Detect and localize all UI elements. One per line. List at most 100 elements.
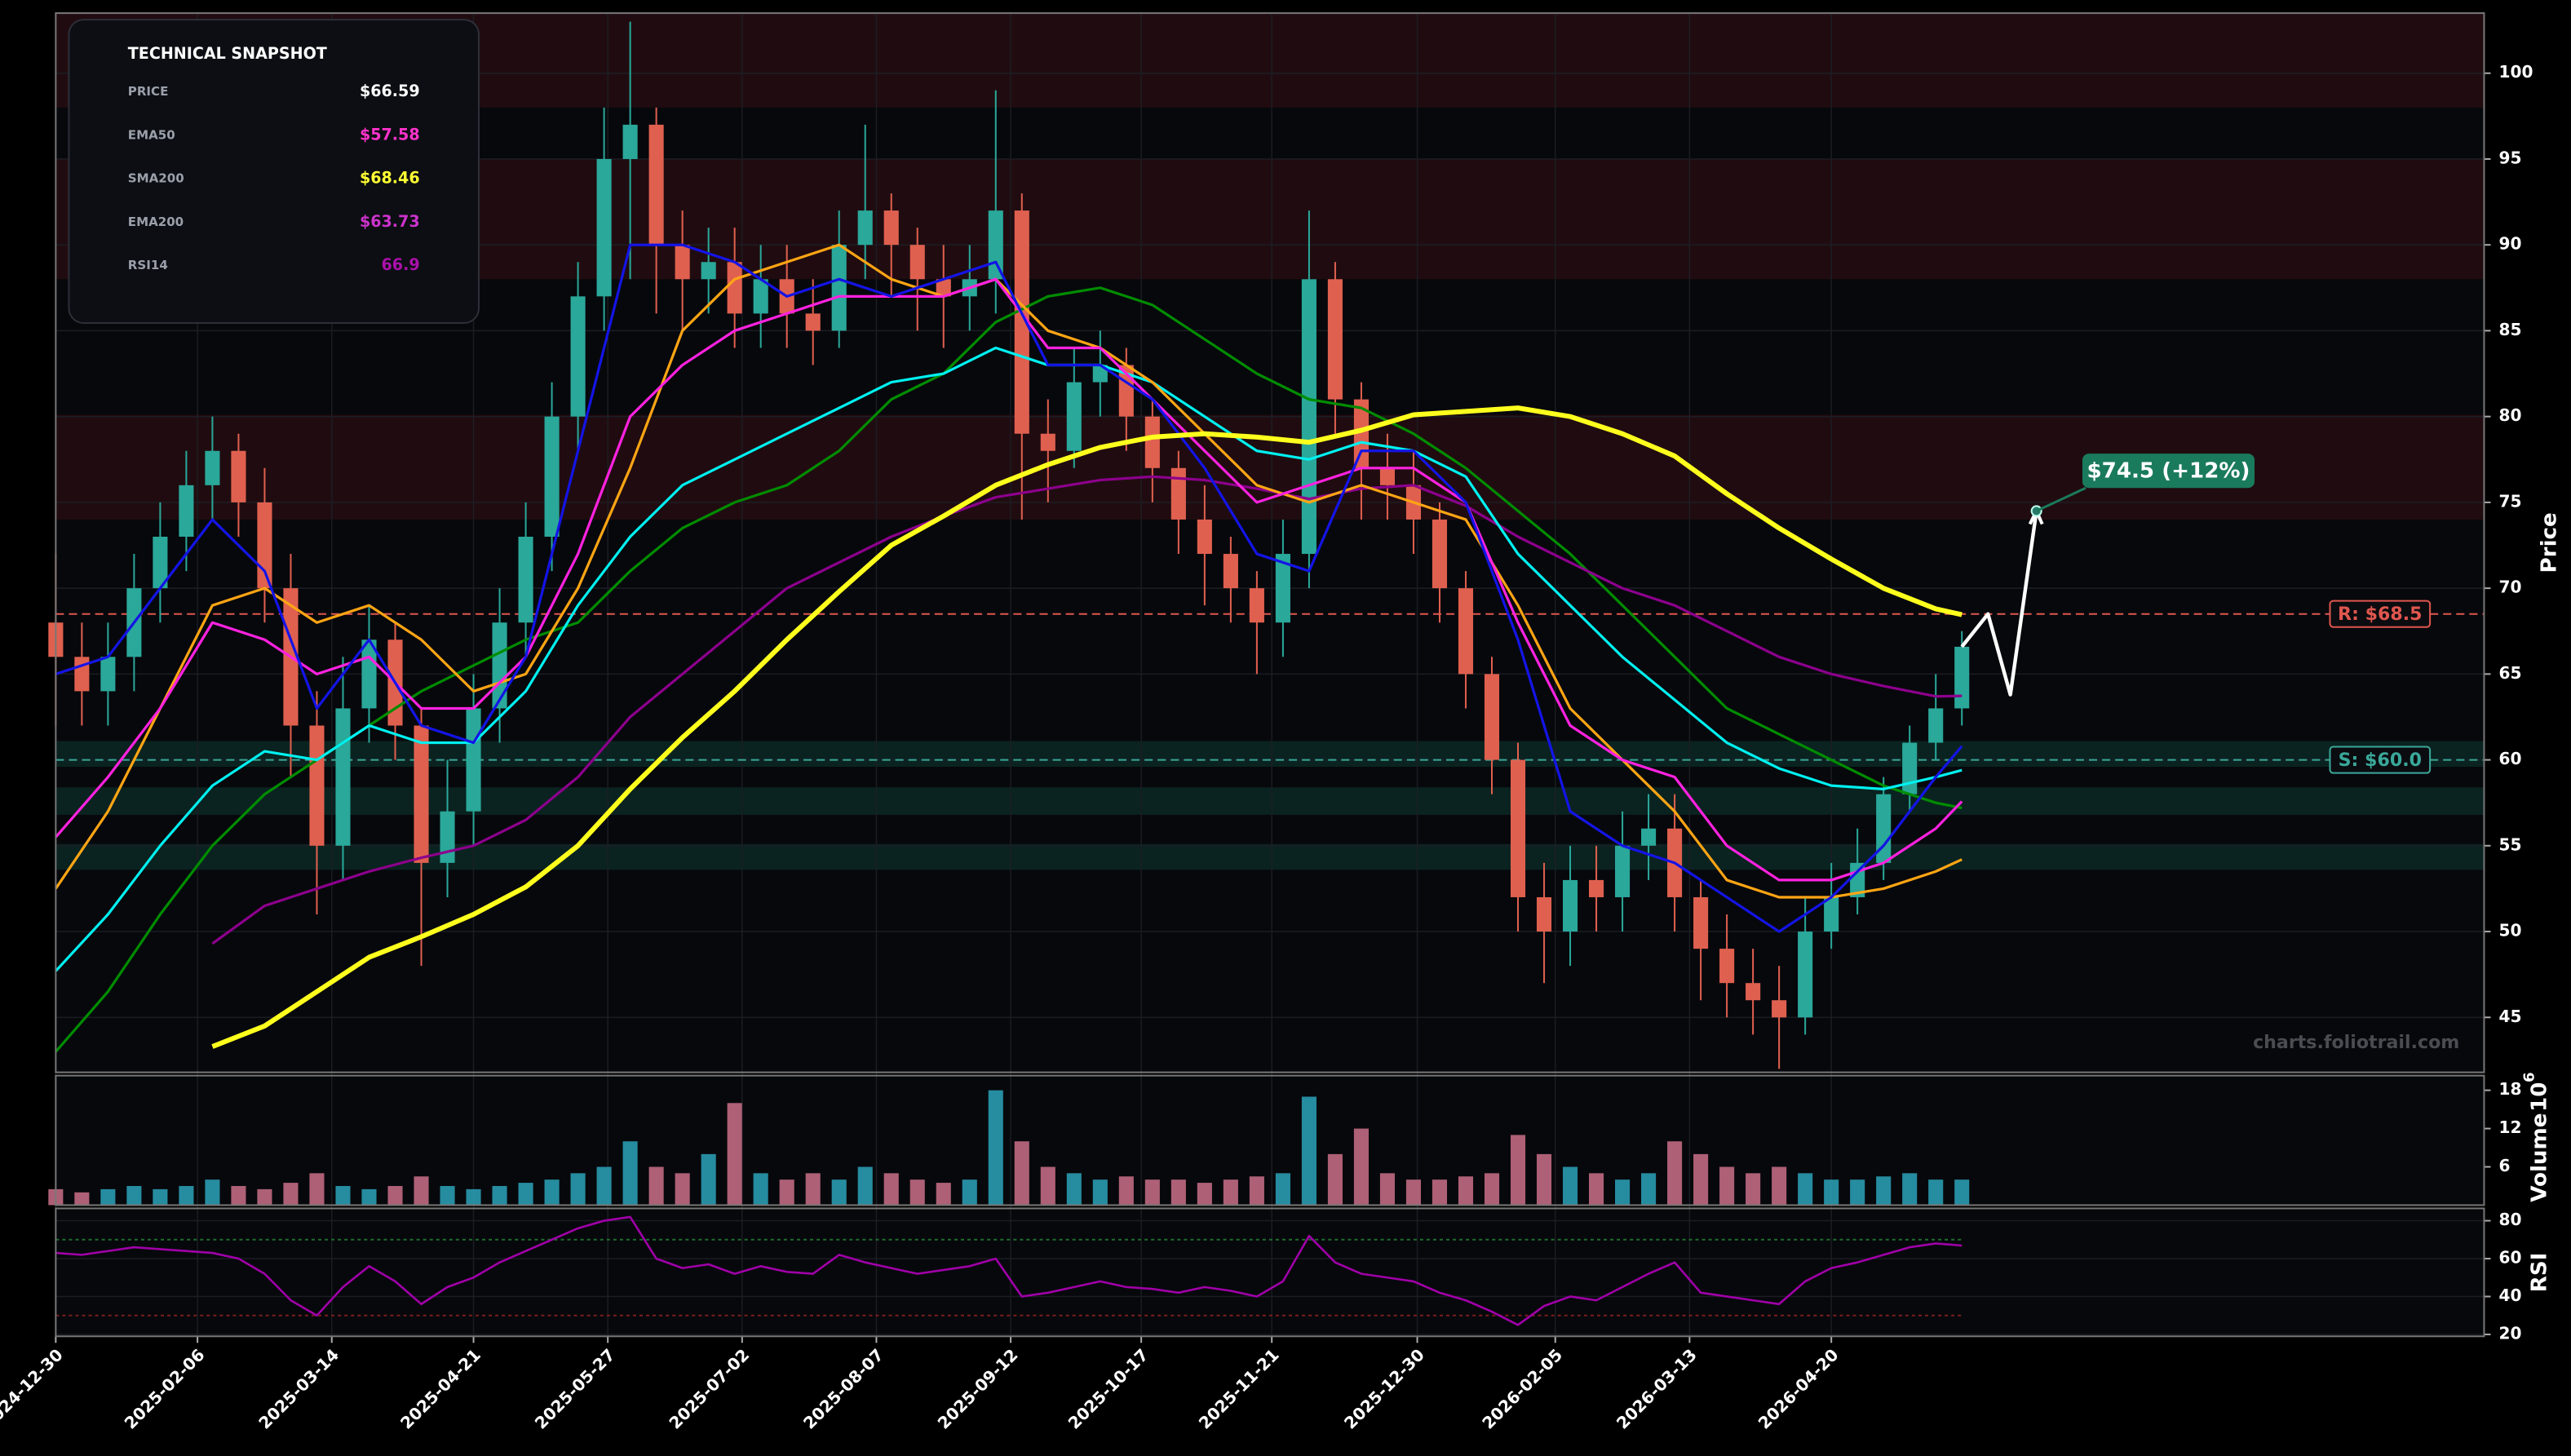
y-tick-label: 90 — [2499, 234, 2522, 254]
forecast-label-box — [2082, 454, 2255, 489]
volume-bar — [1510, 1135, 1526, 1206]
price-axis-label: Price — [2537, 512, 2561, 573]
y-tick-label: 12 — [2499, 1117, 2522, 1137]
watermark: charts.foliotrail.com — [2253, 1032, 2459, 1053]
candle-body — [883, 210, 899, 246]
volume-bar — [596, 1166, 612, 1206]
candle-body — [1458, 588, 1474, 675]
forecast-target — [2030, 505, 2042, 517]
candle-body — [1615, 845, 1631, 897]
volume-bar — [988, 1090, 1003, 1206]
candle-body — [570, 296, 586, 417]
volume-panel — [55, 1075, 2485, 1206]
snapshot-label: SMA200 — [128, 171, 184, 186]
level-label: S: $60.0 — [2339, 750, 2422, 771]
volume-bar — [1928, 1179, 1944, 1206]
y-tick-label: 100 — [2499, 62, 2533, 82]
volume-bar — [1954, 1179, 1970, 1206]
volume-bar — [387, 1185, 403, 1206]
forecast-leader — [2036, 486, 2086, 512]
overlay-line — [55, 243, 1963, 933]
candle-body — [466, 708, 481, 812]
level-label: R: $68.5 — [2338, 604, 2423, 625]
volume-bar — [1746, 1173, 1761, 1206]
volume-bar — [962, 1179, 977, 1206]
overlay-line — [55, 346, 1963, 972]
volume-bar — [779, 1179, 794, 1206]
candle-body — [153, 536, 168, 589]
volume-bar — [1249, 1176, 1264, 1206]
candle-body — [74, 657, 90, 692]
y-tick-label: 20 — [2499, 1323, 2522, 1343]
y-tick-label: 40 — [2499, 1286, 2522, 1305]
volume-bar — [1092, 1179, 1108, 1206]
volume-bar — [257, 1188, 272, 1206]
volume-bar — [466, 1188, 481, 1206]
candle-body — [1170, 467, 1186, 520]
candle-body — [440, 811, 455, 863]
volume-bar — [1118, 1176, 1134, 1206]
overlay-line — [55, 243, 1963, 899]
snapshot-value: $66.59 — [360, 82, 420, 100]
volume-bar — [1353, 1128, 1369, 1206]
candle-body — [727, 262, 742, 314]
volume-bar — [205, 1179, 220, 1206]
volume-bar — [1405, 1179, 1422, 1206]
volume-scale-base: 10 — [2527, 1082, 2551, 1112]
candle-body — [1040, 433, 1055, 451]
candle-body — [1954, 646, 1970, 709]
volume-bar — [1327, 1153, 1343, 1206]
candle-body — [1275, 554, 1290, 623]
rsi-panel — [55, 1208, 2485, 1337]
candle-body — [1746, 983, 1761, 1001]
candle-body — [1432, 519, 1448, 589]
volume-bar — [1667, 1141, 1683, 1206]
volume-bar — [1014, 1141, 1029, 1206]
volume-frame — [55, 1074, 2485, 1206]
candle-body — [831, 245, 847, 331]
y-tick-label: 80 — [2499, 405, 2522, 425]
volume-bar — [518, 1183, 533, 1206]
volume-bar — [1693, 1153, 1709, 1206]
volume-bar — [1641, 1173, 1657, 1206]
candle-body — [596, 158, 612, 297]
forecast-label: $74.5 (+12%) — [2086, 459, 2250, 484]
volume-axis-label: Volume — [2527, 1113, 2551, 1202]
candle-body — [1562, 879, 1578, 932]
volume-bar — [361, 1188, 377, 1206]
volume-bar — [622, 1141, 638, 1206]
snapshot-value: $57.58 — [360, 125, 420, 144]
volume-bar — [909, 1179, 925, 1206]
volume-bar — [883, 1173, 899, 1206]
candle-body — [1144, 416, 1160, 468]
volume-bar — [1223, 1179, 1238, 1206]
volume-bar — [648, 1166, 664, 1206]
snapshot-title: TECHNICAL SNAPSHOT — [128, 44, 327, 63]
candle-body — [1066, 382, 1082, 451]
candle-body — [1197, 519, 1212, 555]
candle-body — [1379, 467, 1396, 485]
candle-body — [675, 245, 690, 280]
volume-bar — [701, 1153, 716, 1206]
volume-bar — [1824, 1179, 1839, 1206]
y-tick-label: 55 — [2499, 834, 2522, 854]
candle-body — [100, 657, 116, 692]
candle-body — [1301, 279, 1316, 555]
volume-bar — [544, 1179, 560, 1206]
volume-bar — [805, 1173, 821, 1206]
y-tick-label: 85 — [2499, 320, 2522, 339]
snapshot-label: EMA50 — [128, 127, 175, 142]
volume-bar — [231, 1185, 246, 1206]
candle-body — [544, 416, 560, 537]
candle-body — [909, 245, 925, 280]
candle-body — [1772, 1000, 1787, 1018]
volume-bar — [309, 1173, 325, 1206]
volume-bar — [1170, 1179, 1186, 1206]
volume-scale-exponent: 6 — [2521, 1072, 2538, 1082]
volume-bar — [727, 1103, 742, 1206]
candle-body — [936, 279, 951, 297]
candle-body — [231, 450, 246, 502]
support-zone — [55, 741, 2485, 768]
candle-body — [1693, 896, 1709, 949]
